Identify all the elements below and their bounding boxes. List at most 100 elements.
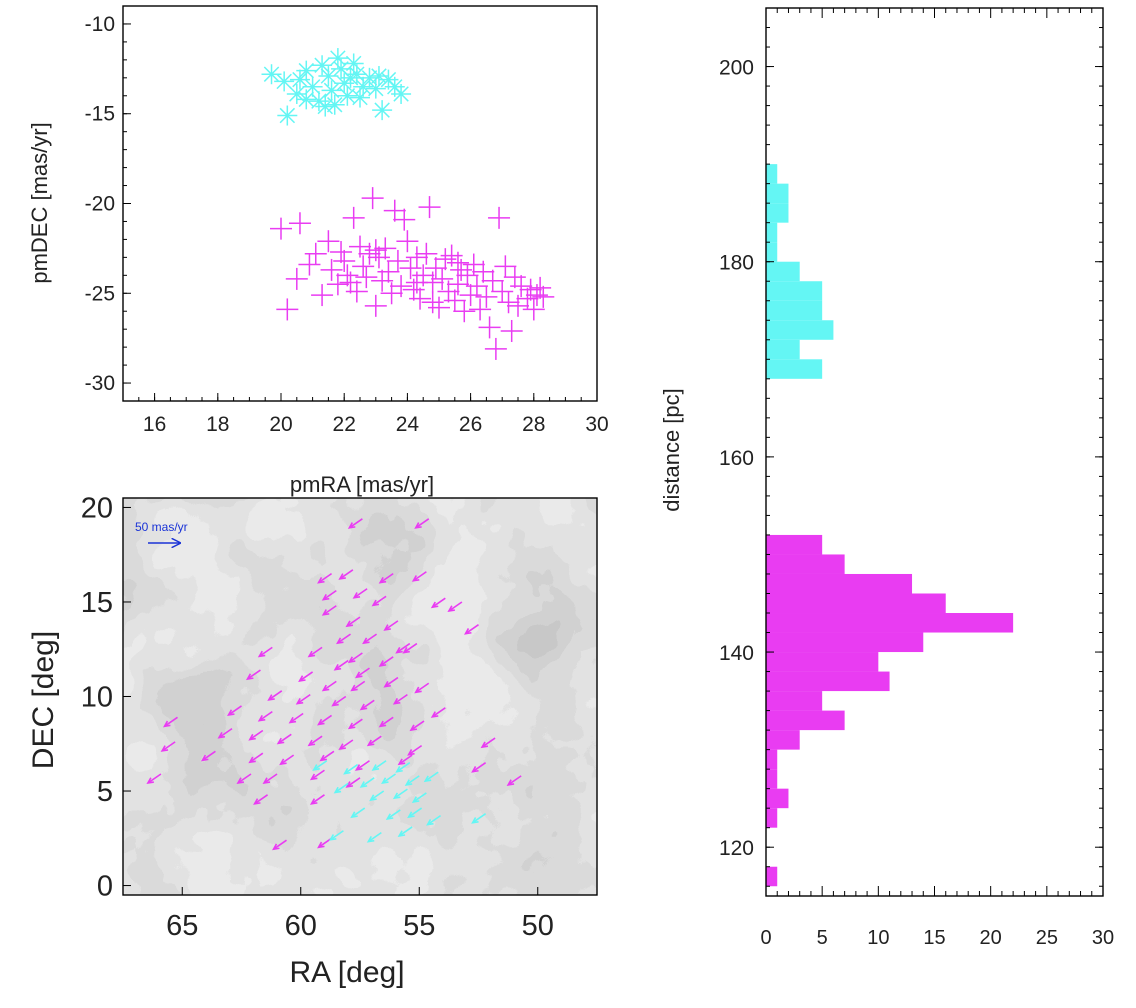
pm-ytick-label: -30 — [85, 372, 115, 395]
sky-ytick-label: 5 — [97, 776, 113, 808]
sky-vector-arrow — [366, 831, 382, 843]
pm-point-plus — [418, 196, 441, 219]
pm-point-plus — [456, 264, 479, 287]
sky-vector-arrow — [333, 782, 349, 794]
sky-vector-arrow — [200, 750, 216, 762]
dist-bar — [766, 359, 823, 379]
sky-vector-arrow — [395, 642, 411, 654]
sky-vector-arrow — [397, 826, 413, 837]
sky-vector-arrow — [338, 739, 354, 751]
sky-vector-arrow — [362, 633, 378, 645]
dist-bar — [766, 613, 1014, 633]
sky-vector-arrow — [366, 735, 382, 747]
sky-vector-arrow — [262, 773, 278, 785]
pm-ylabel: pmDEC [mas/yr] — [27, 122, 52, 283]
pm-point-plus — [421, 291, 444, 314]
pm-point-plus — [519, 278, 542, 301]
pm-point-plus — [405, 271, 428, 294]
sky-vector-arrow — [414, 518, 430, 529]
sky-vector-arrow — [411, 792, 427, 803]
pm-point-plus — [472, 260, 495, 283]
pm-point-plus — [475, 285, 498, 308]
sky-vector-arrow — [328, 830, 344, 841]
sky-vector-arrow — [407, 744, 423, 756]
sky-vector-arrow — [506, 775, 522, 786]
dist-xtick-label: 15 — [923, 927, 945, 949]
pm-xtick-label: 26 — [459, 413, 482, 436]
sky-vector-arrow — [354, 760, 370, 771]
dist-ytick-label: 160 — [719, 447, 754, 470]
sky-vector-arrow — [369, 790, 385, 802]
sky-vector-arrow — [333, 659, 349, 671]
sky-vector-arrow — [295, 693, 311, 705]
pm-point-plus — [330, 240, 353, 263]
pm-point-plus — [465, 275, 488, 298]
pm-ytick-label: -15 — [85, 103, 115, 126]
sky-vector-arrow — [383, 620, 399, 631]
sky-vector-arrow — [307, 646, 323, 658]
pm-point-plus — [345, 280, 368, 303]
pm-point-plus — [415, 242, 438, 265]
pm-ytick-label: -20 — [85, 193, 115, 216]
pm-point-asterisk — [350, 87, 370, 108]
sky-ylabel: DEC [deg] — [27, 631, 60, 769]
sky-ytick-label: 0 — [97, 871, 113, 903]
pm-xtick-label: 30 — [585, 413, 608, 436]
dist-bar — [766, 866, 778, 887]
dist-plot-frame — [765, 7, 1104, 897]
sky-vector-arrow — [343, 763, 359, 775]
pm-point-asterisk — [365, 78, 386, 99]
dist-bar — [766, 339, 800, 360]
pm-point-plus — [478, 316, 501, 339]
sky-ytick-label: 10 — [81, 682, 113, 714]
dist-bar — [766, 808, 778, 828]
dist-bar — [766, 300, 823, 321]
dist-bar — [766, 671, 890, 692]
sky-vector-arrow — [378, 656, 394, 667]
pm-point-plus — [510, 275, 533, 298]
sky-vector-arrow — [309, 794, 325, 805]
pm-point-plus — [364, 294, 387, 317]
pm-point-plus — [532, 285, 555, 308]
sky-xtick-label: 50 — [522, 910, 554, 942]
sky-vector-arrow — [407, 807, 423, 819]
pm-point-plus — [386, 249, 409, 272]
dist-xtick-label: 10 — [867, 927, 889, 949]
dist-xtick-label: 25 — [1036, 927, 1058, 949]
pm-plot-frame — [122, 5, 598, 402]
pm-point-plus — [428, 296, 450, 319]
dist-ytick-label: 180 — [719, 252, 754, 275]
sky-vector-arrow — [317, 714, 333, 726]
dist-bar — [766, 573, 913, 594]
pm-point-plus — [497, 291, 520, 314]
sky-vector-arrow — [345, 616, 361, 628]
pm-point-plus — [288, 212, 311, 235]
sky-vector-arrow — [409, 720, 425, 732]
sky-vector-arrow — [471, 813, 487, 824]
dist-bar — [766, 788, 789, 809]
dist-bar — [766, 652, 879, 672]
pm-point-plus — [361, 187, 384, 210]
dist-bar — [766, 281, 823, 301]
sky-vector-arrow — [383, 676, 399, 688]
dist-bar — [766, 222, 778, 243]
sky-vector-arrow — [288, 712, 304, 724]
pm-xtick-label: 20 — [269, 413, 292, 436]
sky-vector-arrow — [402, 642, 418, 654]
pm-point-asterisk — [296, 89, 317, 110]
pm-point-plus — [276, 298, 299, 321]
dist-bar — [766, 730, 800, 750]
sky-vector-arrow — [430, 597, 446, 609]
pm-point-plus — [399, 257, 422, 280]
pm-point-plus — [484, 337, 507, 360]
pm-point-plus — [371, 269, 394, 292]
pm-point-asterisk — [340, 67, 361, 88]
sky-ytick-label: 20 — [81, 492, 113, 524]
sky-vector-arrow — [257, 646, 273, 658]
dist-bar — [766, 769, 778, 789]
pm-point-plus — [516, 287, 539, 310]
sky-vector-arrow — [392, 788, 408, 800]
pm-point-plus — [494, 255, 517, 278]
sky-xlabel: RA [deg] — [289, 956, 404, 989]
pm-point-asterisk — [312, 55, 333, 76]
